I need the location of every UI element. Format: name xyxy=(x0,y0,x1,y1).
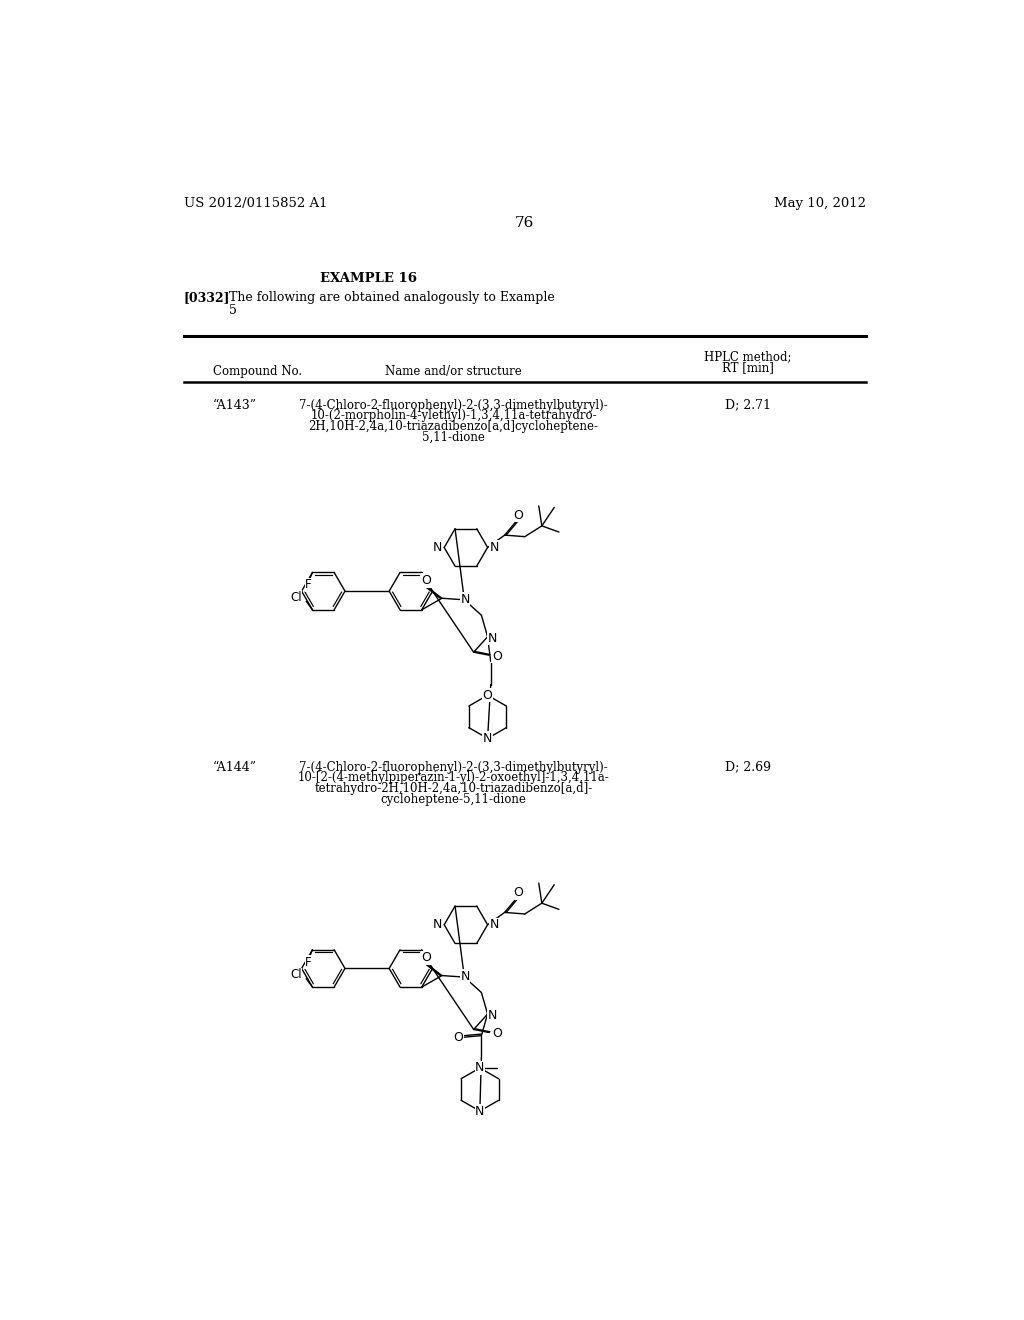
Text: 2H,10H-2,4a,10-triazadibenzo[a,d]cycloheptene-: 2H,10H-2,4a,10-triazadibenzo[a,d]cyclohe… xyxy=(308,420,598,433)
Text: N: N xyxy=(487,1008,497,1022)
Text: HPLC method;: HPLC method; xyxy=(705,350,792,363)
Text: tetrahydro-2H,10H-2,4a,10-triazadibenzo[a,d]-: tetrahydro-2H,10H-2,4a,10-triazadibenzo[… xyxy=(314,781,593,795)
Text: RT [min]: RT [min] xyxy=(722,360,774,374)
Text: N: N xyxy=(475,1105,484,1118)
Text: Name and/or structure: Name and/or structure xyxy=(385,364,522,378)
Text: “A143”: “A143” xyxy=(213,399,257,412)
Text: May 10, 2012: May 10, 2012 xyxy=(774,197,866,210)
Text: O: O xyxy=(422,952,431,965)
Text: N: N xyxy=(489,919,500,931)
Text: N: N xyxy=(475,1061,484,1074)
Text: O: O xyxy=(482,689,493,702)
Text: O: O xyxy=(422,574,431,587)
Text: EXAMPLE 16: EXAMPLE 16 xyxy=(319,272,417,285)
Text: N: N xyxy=(483,731,493,744)
Text: O: O xyxy=(514,508,523,521)
Text: cycloheptene-5,11-dione: cycloheptene-5,11-dione xyxy=(381,793,526,807)
Text: Compound No.: Compound No. xyxy=(213,364,302,378)
Text: F: F xyxy=(305,578,312,591)
Text: “A144”: “A144” xyxy=(213,760,257,774)
Text: Cl: Cl xyxy=(290,969,302,981)
Text: 10-[2-(4-methylpiperazin-1-yl)-2-oxoethyl]-1,3,4,11a-: 10-[2-(4-methylpiperazin-1-yl)-2-oxoethy… xyxy=(298,771,609,784)
Text: 5,11-dione: 5,11-dione xyxy=(422,430,485,444)
Text: [0332]: [0332] xyxy=(183,290,230,304)
Text: 7-(4-Chloro-2-fluorophenyl)-2-(3,3-dimethylbutyryl)-: 7-(4-Chloro-2-fluorophenyl)-2-(3,3-dimet… xyxy=(299,760,608,774)
Text: O: O xyxy=(492,1027,502,1040)
Text: N: N xyxy=(432,541,442,554)
Text: Cl: Cl xyxy=(290,591,302,605)
Text: N: N xyxy=(432,919,442,931)
Text: D; 2.69: D; 2.69 xyxy=(725,760,771,774)
Text: 5: 5 xyxy=(228,304,237,317)
Text: The following are obtained analogously to Example: The following are obtained analogously t… xyxy=(228,290,555,304)
Text: N: N xyxy=(487,632,497,644)
Text: O: O xyxy=(492,649,502,663)
Text: O: O xyxy=(514,886,523,899)
Text: 10-(2-morpholin-4-ylethyl)-1,3,4,11a-tetrahydro-: 10-(2-morpholin-4-ylethyl)-1,3,4,11a-tet… xyxy=(310,409,597,422)
Text: N: N xyxy=(461,593,470,606)
Text: D; 2.71: D; 2.71 xyxy=(725,399,771,412)
Text: F: F xyxy=(305,956,312,969)
Text: O: O xyxy=(454,1031,463,1044)
Text: N: N xyxy=(489,541,500,554)
Text: 76: 76 xyxy=(515,216,535,230)
Text: 7-(4-Chloro-2-fluorophenyl)-2-(3,3-dimethylbutyryl)-: 7-(4-Chloro-2-fluorophenyl)-2-(3,3-dimet… xyxy=(299,399,608,412)
Text: US 2012/0115852 A1: US 2012/0115852 A1 xyxy=(183,197,328,210)
Text: N: N xyxy=(461,970,470,983)
